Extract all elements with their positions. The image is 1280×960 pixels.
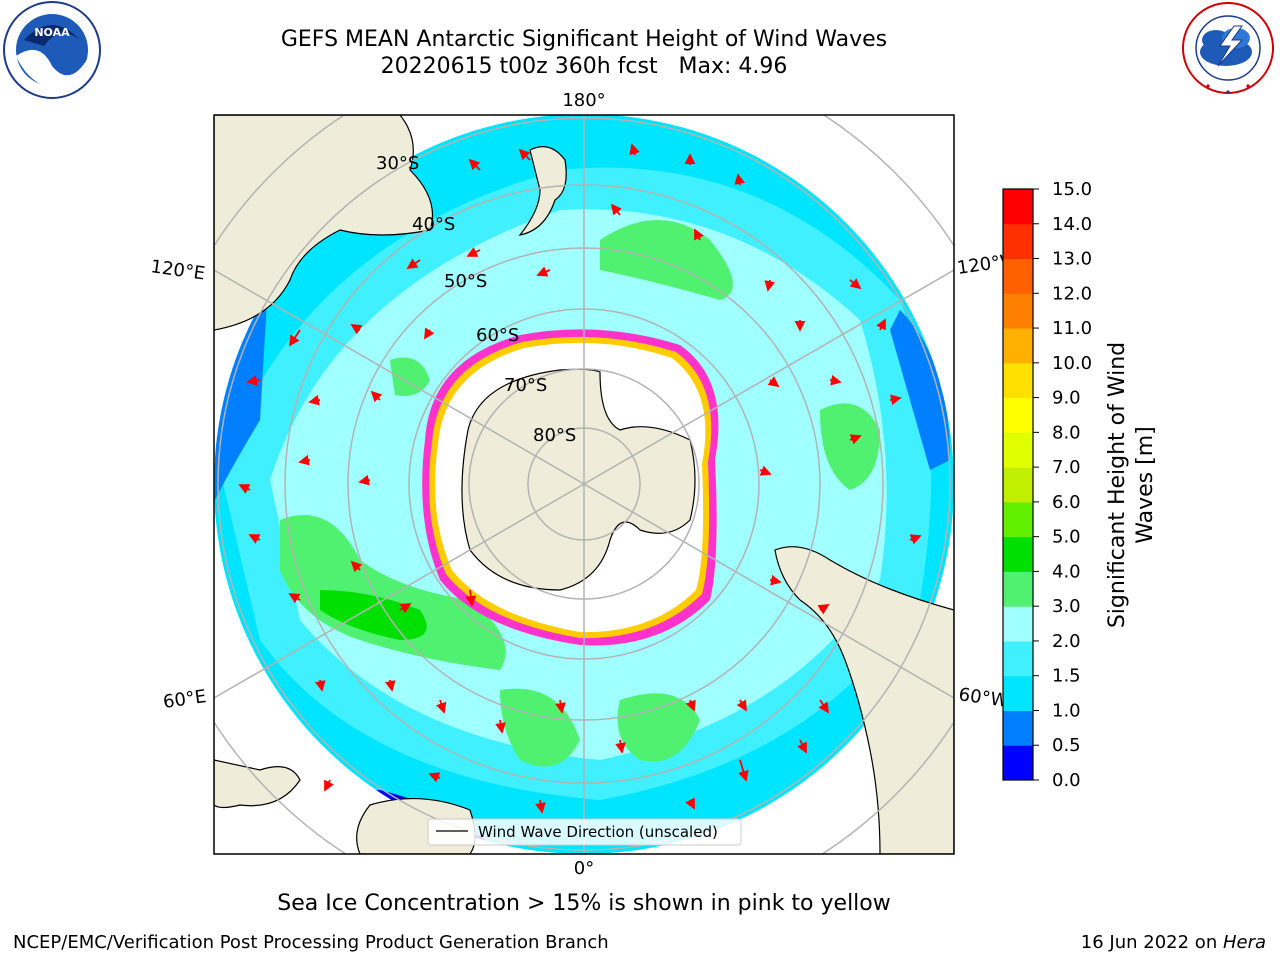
colorbar-tick-label: 8.0	[1052, 422, 1081, 443]
south-america	[774, 546, 954, 854]
legend-label: Wind Wave Direction (unscaled)	[478, 823, 718, 841]
footer-date-text: 16 Jun 2022 on	[1080, 932, 1223, 953]
land-masses	[214, 115, 954, 854]
australia	[214, 115, 434, 331]
colorbar-tick-label: 7.0	[1052, 457, 1081, 478]
colorbar-segment	[1003, 571, 1033, 607]
colorbar-segment	[1003, 606, 1033, 642]
colorbar-tick-label: 0.0	[1052, 770, 1081, 791]
new-zealand	[518, 146, 567, 236]
colorbar-segment	[1003, 745, 1033, 781]
lon-label-60w: 60°W	[957, 684, 1009, 712]
lon-label-120e: 120°E	[149, 256, 206, 284]
colorbar-segment	[1003, 640, 1033, 677]
colorbar-segment	[1003, 328, 1033, 364]
colorbar-tick-label: 10.0	[1052, 353, 1092, 374]
colorbar-tick-label: 1.0	[1052, 700, 1081, 721]
lat-label-40s: 40°S	[412, 214, 455, 235]
lon-label-0: 0°	[574, 858, 594, 879]
map-frame	[213, 114, 955, 855]
colorbar-segment	[1003, 189, 1033, 225]
africa-fragment	[214, 759, 301, 809]
colorbar-tick-label: 3.0	[1052, 596, 1081, 617]
colorbar-tick-label: 12.0	[1052, 283, 1092, 304]
colorbar-tick-label: 6.0	[1052, 492, 1081, 513]
lat-label-60s: 60°S	[476, 325, 519, 346]
noaa-logo-icon: NOAA	[3, 1, 101, 99]
colorbar-segment	[1003, 675, 1033, 711]
colorbar-segment	[1003, 432, 1033, 468]
colorbar-segment	[1003, 258, 1033, 294]
colorbar-segment	[1003, 223, 1033, 260]
colorbar-tick-label: 11.0	[1052, 318, 1092, 339]
colorbar: 0.0 0.5 1.0 1.5 2.0 3.0 4.0 5.0 6.0 7.0 8.0 9.0 10.0…	[1002, 179, 1092, 791]
colorbar-tick-label: 4.0	[1052, 561, 1081, 582]
nws-logo-icon	[1182, 2, 1274, 94]
colorbar-tick-label: 9.0	[1052, 388, 1081, 409]
map-legend: Wind Wave Direction (unscaled)	[427, 818, 742, 846]
colorbar-segment	[1003, 397, 1033, 433]
colorbar-tick-label: 1.5	[1052, 666, 1081, 687]
chart-title: GEFS MEAN Antarctic Significant Height o…	[280, 27, 888, 52]
colorbar-segment	[1003, 362, 1033, 399]
lat-label-80s: 80°S	[533, 425, 576, 446]
lat-label-30s: 30°S	[376, 153, 419, 174]
lat-label-50s: 50°S	[444, 271, 487, 292]
colorbar-label-line1: Significant Height of Wind	[1105, 342, 1130, 628]
graticule	[214, 115, 954, 854]
colorbar-tick-label: 2.0	[1052, 631, 1081, 652]
colorbar-segment	[1003, 536, 1033, 572]
lon-label-60e: 60°E	[162, 686, 208, 713]
footer-branch: NCEP/EMC/Verification Post Processing Pr…	[13, 932, 609, 953]
colorbar-segment	[1003, 501, 1033, 538]
sea-ice-caption: Sea Ice Concentration > 15% is shown in …	[277, 891, 891, 916]
footer-date: 16 Jun 2022 on Hera	[1081, 932, 1266, 953]
colorbar-segment	[1003, 467, 1033, 503]
noaa-logo-text: NOAA	[34, 26, 70, 39]
colorbar-tick-label: 5.0	[1052, 527, 1081, 548]
footer-system: Hera	[1222, 932, 1266, 953]
colorbar-tick-label: 13.0	[1052, 249, 1092, 270]
lat-label-70s: 70°S	[504, 375, 547, 396]
colorbar-tick-label: 15.0	[1052, 179, 1092, 200]
colorbar-segment	[1003, 710, 1033, 746]
colorbar-tick-label: 14.0	[1052, 214, 1092, 235]
wind-wave-arrows	[238, 143, 922, 814]
lon-label-180: 180°	[562, 90, 605, 111]
colorbar-frame	[1002, 188, 1034, 781]
chart-subtitle: 20220615 t00z 360h fcst Max: 4.96	[380, 54, 788, 79]
colorbar-tick-label: 0.5	[1052, 735, 1081, 756]
colorbar-segment	[1003, 293, 1033, 329]
colorbar-label-line2: Waves [m]	[1133, 426, 1158, 543]
